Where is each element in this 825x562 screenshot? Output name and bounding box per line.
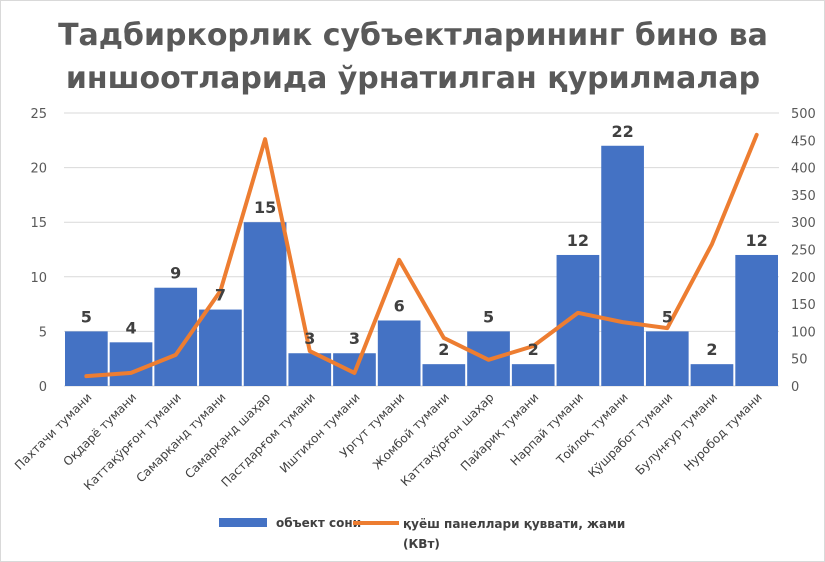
bar-data-label: 3 (304, 329, 315, 348)
bar (511, 364, 555, 386)
right-axis-tick-label: 400 (791, 162, 816, 177)
legend-bar-swatch (219, 518, 267, 527)
x-axis-tick-label: Иштихон тумани (277, 390, 363, 476)
x-axis-tick-label: Самарқанд тумани (133, 390, 228, 485)
right-axis-tick-label: 100 (791, 325, 816, 340)
x-axis-tick-label: Пайариқ тумани (458, 390, 542, 474)
bar-data-label: 2 (706, 340, 717, 359)
bar (422, 364, 466, 386)
right-axis-tick-label: 0 (791, 380, 799, 395)
bar-data-label: 12 (746, 231, 768, 250)
bar-data-label: 5 (81, 307, 92, 326)
legend-line-label-1: қуёш панеллари қуввати, жами (403, 517, 625, 531)
legend-line-label-2: (КВт) (403, 537, 440, 551)
bar (109, 342, 153, 386)
right-axis-tick-label: 50 (791, 353, 808, 368)
bar (735, 254, 778, 386)
left-axis-tick-label: 25 (30, 107, 47, 122)
left-axis-tick-label: 20 (30, 162, 47, 177)
bar-data-label: 12 (567, 231, 589, 250)
x-axis-tick-label: Нуробод тумани (681, 390, 765, 474)
bar (690, 364, 734, 386)
bar-data-label: 9 (170, 264, 181, 283)
bar (377, 320, 421, 386)
right-axis-tick-label: 350 (791, 189, 816, 204)
right-axis-tick-label: 300 (791, 216, 816, 231)
bar-data-label: 15 (254, 198, 276, 217)
left-axis-tick-label: 10 (30, 271, 47, 286)
bar-data-label: 5 (483, 307, 494, 326)
x-axis-tick-label: Самарқанд шаҳар (182, 390, 273, 481)
right-axis-tick-label: 200 (791, 271, 816, 286)
bar (243, 222, 287, 386)
bar (199, 309, 242, 386)
chart-title-line-2: иншоотларида ўрнатилган қурилмалар (66, 61, 760, 96)
left-axis-tick-label: 0 (39, 380, 47, 395)
chart-title-line-1: Тадбиркорлик субъектларининг бино ва (58, 18, 768, 53)
bar-data-label: 6 (394, 296, 405, 315)
bar-data-label: 3 (349, 329, 360, 348)
bar-data-label: 2 (438, 340, 449, 359)
x-axis-tick-label: Пахтачи тумани (12, 390, 94, 472)
left-axis-tick-label: 5 (39, 325, 47, 340)
bar-data-label: 22 (611, 122, 633, 141)
bar-data-label: 5 (662, 307, 673, 326)
x-axis-tick-label: Қўшработ тумани (585, 390, 675, 480)
bar (601, 145, 644, 386)
bar-data-label: 4 (125, 318, 136, 337)
bar-data-label: 2 (528, 340, 539, 359)
right-axis-tick-label: 250 (791, 244, 816, 259)
x-axis-tick-label: Жомбой тумани (370, 390, 452, 472)
bar (556, 254, 600, 386)
legend-bar-label: объект сони (276, 516, 361, 530)
right-axis-tick-label: 150 (791, 298, 816, 313)
bar (645, 331, 689, 386)
bar-data-label: 7 (215, 286, 226, 305)
right-axis-tick-label: 450 (791, 134, 816, 149)
x-axis-tick-label: Булунғур тумани (633, 390, 720, 477)
line-series (84, 132, 759, 379)
right-axis-tick-label: 500 (791, 107, 816, 122)
left-axis-tick-label: 15 (30, 216, 47, 231)
